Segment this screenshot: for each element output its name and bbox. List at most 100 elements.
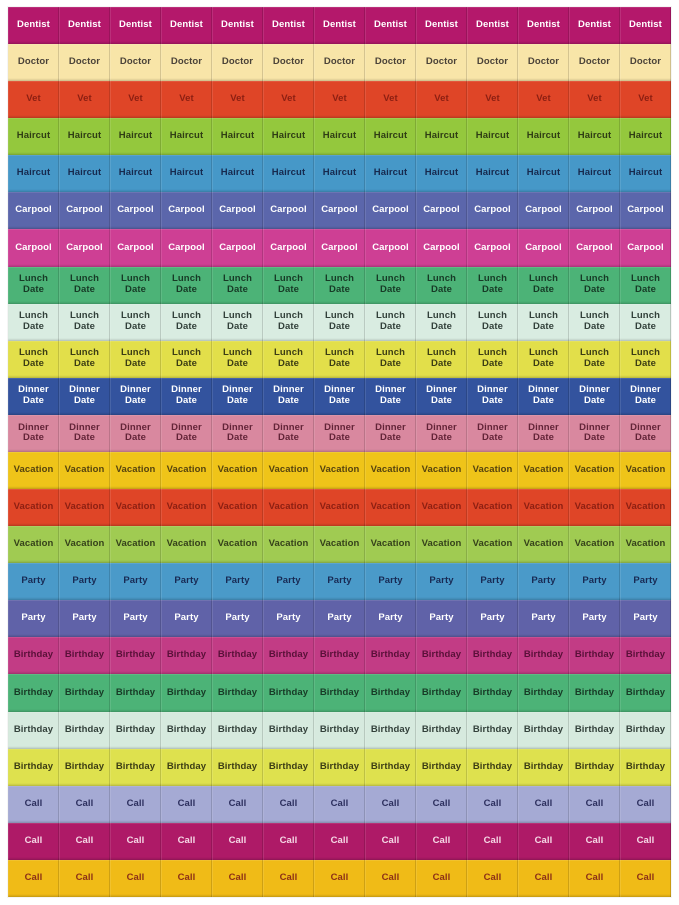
- sticker-label: Party: [365, 600, 416, 637]
- sticker-label: Dinner Date: [569, 378, 620, 415]
- sticker-label: Birthday: [212, 637, 263, 674]
- sticker-label: Birthday: [365, 674, 416, 711]
- sticker-label: Dinner Date: [110, 378, 161, 415]
- sticker-label: Party: [263, 563, 314, 600]
- sticker-label: Vacation: [416, 526, 467, 563]
- sticker-row: Carpool Carpool Carpool Carpool Carpool Carpo…: [8, 229, 671, 267]
- sticker-label: Birthday: [110, 712, 161, 749]
- sticker-label: Haircut: [59, 118, 110, 155]
- sticker-label: Party: [8, 563, 59, 600]
- sticker-label: Birthday: [314, 637, 365, 674]
- sticker-label: Birthday: [620, 712, 671, 749]
- sticker-label: Haircut: [569, 118, 620, 155]
- sticker-label: Call: [161, 786, 212, 823]
- sticker-label: Doctor: [263, 44, 314, 81]
- sticker-label: Lunch Date: [59, 267, 110, 304]
- sticker-label: Lunch Date: [365, 304, 416, 341]
- sticker-label: Vacation: [8, 489, 59, 526]
- sticker-label: Birthday: [212, 674, 263, 711]
- sticker-label: Haircut: [569, 155, 620, 192]
- sticker-label: Haircut: [8, 118, 59, 155]
- sticker-label: Vet: [8, 81, 59, 118]
- sticker-label: Vacation: [161, 526, 212, 563]
- sticker-label: Call: [8, 823, 59, 860]
- sticker-row: Vacation Vacation Vacation Vacation Vacation…: [8, 451, 671, 490]
- sticker-row: Vet Vet Vet Vet Vet Vet Vet Vet Vet Vet Vet Vet Vet: [8, 81, 671, 119]
- sticker-label: Birthday: [8, 712, 59, 749]
- sticker-label: Haircut: [263, 155, 314, 192]
- sticker-label: Birthday: [110, 637, 161, 674]
- sticker-label: Haircut: [365, 155, 416, 192]
- sticker-label: Party: [110, 600, 161, 637]
- sticker-label: Carpool: [467, 229, 518, 266]
- sticker-label: Dinner Date: [263, 378, 314, 415]
- sticker-label: Party: [8, 600, 59, 637]
- sticker-label: Party: [620, 600, 671, 637]
- sticker-label: Lunch Date: [518, 341, 569, 378]
- sticker-label: Call: [416, 860, 467, 897]
- sticker-label: Call: [110, 786, 161, 823]
- sticker-label: Haircut: [59, 155, 110, 192]
- sticker-label: Call: [8, 860, 59, 897]
- sticker-label: Birthday: [365, 712, 416, 749]
- sticker-label: Haircut: [518, 155, 569, 192]
- sticker-label: Party: [467, 600, 518, 637]
- sticker-row: Call Call Call Call Call Call Call Call Call Call…: [8, 859, 671, 897]
- sticker-label: Carpool: [620, 192, 671, 229]
- sticker-label: Lunch Date: [314, 304, 365, 341]
- sticker-label: Birthday: [518, 749, 569, 786]
- sticker-label: Birthday: [569, 674, 620, 711]
- sticker-label: Party: [467, 563, 518, 600]
- sticker-label: Call: [569, 823, 620, 860]
- sticker-label: Lunch Date: [416, 267, 467, 304]
- sticker-label: Lunch Date: [518, 267, 569, 304]
- sticker-label: Vacation: [569, 526, 620, 563]
- sticker-label: Vet: [212, 81, 263, 118]
- sticker-label: Call: [110, 823, 161, 860]
- sticker-label: Lunch Date: [467, 267, 518, 304]
- sticker-label: Vacation: [620, 526, 671, 563]
- sticker-label: Call: [314, 823, 365, 860]
- sticker-label: Dinner Date: [110, 415, 161, 452]
- sticker-row: Birthday Birthday Birthday Birthday Birthday…: [8, 674, 671, 712]
- sticker-label: Party: [161, 563, 212, 600]
- sticker-label: Vet: [110, 81, 161, 118]
- sticker-label: Carpool: [8, 192, 59, 229]
- sticker-label: Birthday: [263, 712, 314, 749]
- sticker-label: Vacation: [59, 489, 110, 526]
- sticker-label: Haircut: [365, 118, 416, 155]
- sticker-label: Party: [518, 600, 569, 637]
- sticker-label: Carpool: [212, 192, 263, 229]
- sticker-label: Birthday: [569, 749, 620, 786]
- sticker-label: Vacation: [365, 526, 416, 563]
- sticker-label: Birthday: [161, 749, 212, 786]
- sticker-label: Party: [416, 563, 467, 600]
- sticker-label: Doctor: [314, 44, 365, 81]
- sticker-label: Dinner Date: [569, 415, 620, 452]
- sticker-label: Vacation: [569, 452, 620, 489]
- sticker-label: Lunch Date: [467, 304, 518, 341]
- sticker-label: Birthday: [8, 637, 59, 674]
- sticker-label: Dentist: [620, 7, 671, 44]
- sticker-label: Dinner Date: [161, 378, 212, 415]
- sticker-label: Lunch Date: [569, 341, 620, 378]
- sticker-label: Lunch Date: [212, 341, 263, 378]
- sticker-label: Birthday: [8, 674, 59, 711]
- sticker-label: Party: [161, 600, 212, 637]
- sticker-label: Carpool: [59, 192, 110, 229]
- sticker-label: Birthday: [416, 749, 467, 786]
- sticker-row: Haircut Haircut Haircut Haircut Haircut Hairc…: [8, 118, 671, 156]
- sticker-label: Dentist: [416, 7, 467, 44]
- sticker-label: Lunch Date: [161, 304, 212, 341]
- sticker-label: Call: [263, 786, 314, 823]
- sticker-row: Party Party Party Party Party Party Party Party…: [8, 563, 671, 601]
- sticker-label: Doctor: [620, 44, 671, 81]
- sticker-label: Lunch Date: [263, 267, 314, 304]
- sticker-label: Haircut: [8, 155, 59, 192]
- sticker-label: Dinner Date: [8, 415, 59, 452]
- sticker-label: Haircut: [314, 118, 365, 155]
- sticker-row: Carpool Carpool Carpool Carpool Carpool Carpo…: [8, 192, 671, 230]
- sticker-label: Vacation: [620, 489, 671, 526]
- sticker-label: Birthday: [518, 712, 569, 749]
- sticker-label: Vacation: [569, 489, 620, 526]
